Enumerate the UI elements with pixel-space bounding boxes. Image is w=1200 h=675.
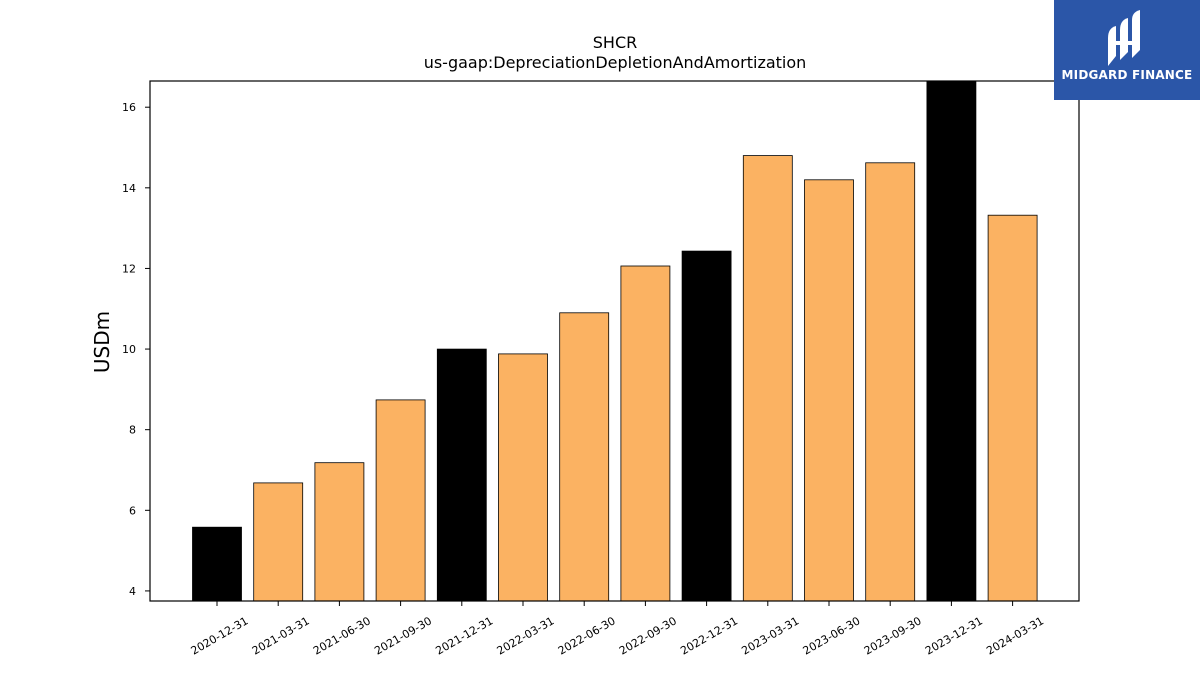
x-tick-label: 2023-03-31	[739, 614, 801, 657]
y-tick-label: 16	[122, 101, 136, 114]
x-tick-label: 2022-03-31	[495, 614, 557, 657]
y-axis-label: USDm	[90, 311, 114, 373]
plot-frame	[149, 80, 1080, 602]
bar-2022-12-31	[681, 250, 732, 602]
x-tick-label: 2020-12-31	[189, 614, 251, 657]
chart-title: SHCR	[593, 33, 637, 52]
bar-2022-06-30	[559, 312, 610, 602]
x-tick-label: 2024-03-31	[984, 614, 1046, 657]
bars-group	[192, 80, 1038, 602]
x-tick-label: 2022-12-31	[678, 614, 740, 657]
y-tick-label: 10	[122, 343, 136, 356]
bar-2023-12-31	[926, 80, 977, 602]
bar-2020-12-31	[192, 526, 242, 602]
bar-2021-12-31	[436, 348, 487, 602]
x-tick-label: 2023-09-30	[862, 614, 924, 657]
x-tick-label: 2021-06-30	[311, 614, 373, 657]
y-tick-label: 12	[122, 262, 136, 275]
bar-2021-09-30	[375, 399, 426, 602]
bar-2024-03-31	[987, 214, 1038, 602]
x-tick-label: 2023-12-31	[923, 614, 985, 657]
bar-2022-09-30	[620, 265, 671, 602]
y-tick-label: 14	[122, 182, 136, 195]
logo-brand-text: MIDGARD FINANCE	[1061, 68, 1193, 82]
y-tick-label: 8	[129, 424, 136, 437]
x-axis-ticks: 2020-12-31 2021-03-31 2021-06-30 2021-09-30…	[189, 601, 1046, 658]
midgard-logo-icon	[1108, 10, 1140, 66]
bar-2023-06-30	[804, 179, 854, 602]
x-tick-label: 2021-12-31	[433, 614, 495, 657]
y-tick-label: 4	[129, 585, 136, 598]
bar-2021-06-30	[314, 462, 365, 602]
bar-2022-03-31	[498, 353, 548, 602]
midgard-logo: MIDGARD FINANCE	[1054, 0, 1200, 100]
x-tick-label: 2023-06-30	[801, 614, 863, 657]
y-tick-label: 6	[129, 504, 136, 517]
x-tick-label: 2022-09-30	[617, 614, 679, 657]
bar-2021-03-31	[253, 482, 304, 602]
bar-2023-03-31	[742, 155, 793, 602]
bar-2023-09-30	[865, 162, 916, 602]
x-tick-label: 2021-09-30	[372, 614, 434, 657]
y-axis-ticks: 4 6 8 10 12 14 16	[122, 101, 150, 598]
x-tick-label: 2021-03-31	[250, 614, 312, 657]
x-tick-label: 2022-06-30	[556, 614, 618, 657]
chart-subtitle: us-gaap:DepreciationDepletionAndAmortiza…	[424, 53, 807, 72]
